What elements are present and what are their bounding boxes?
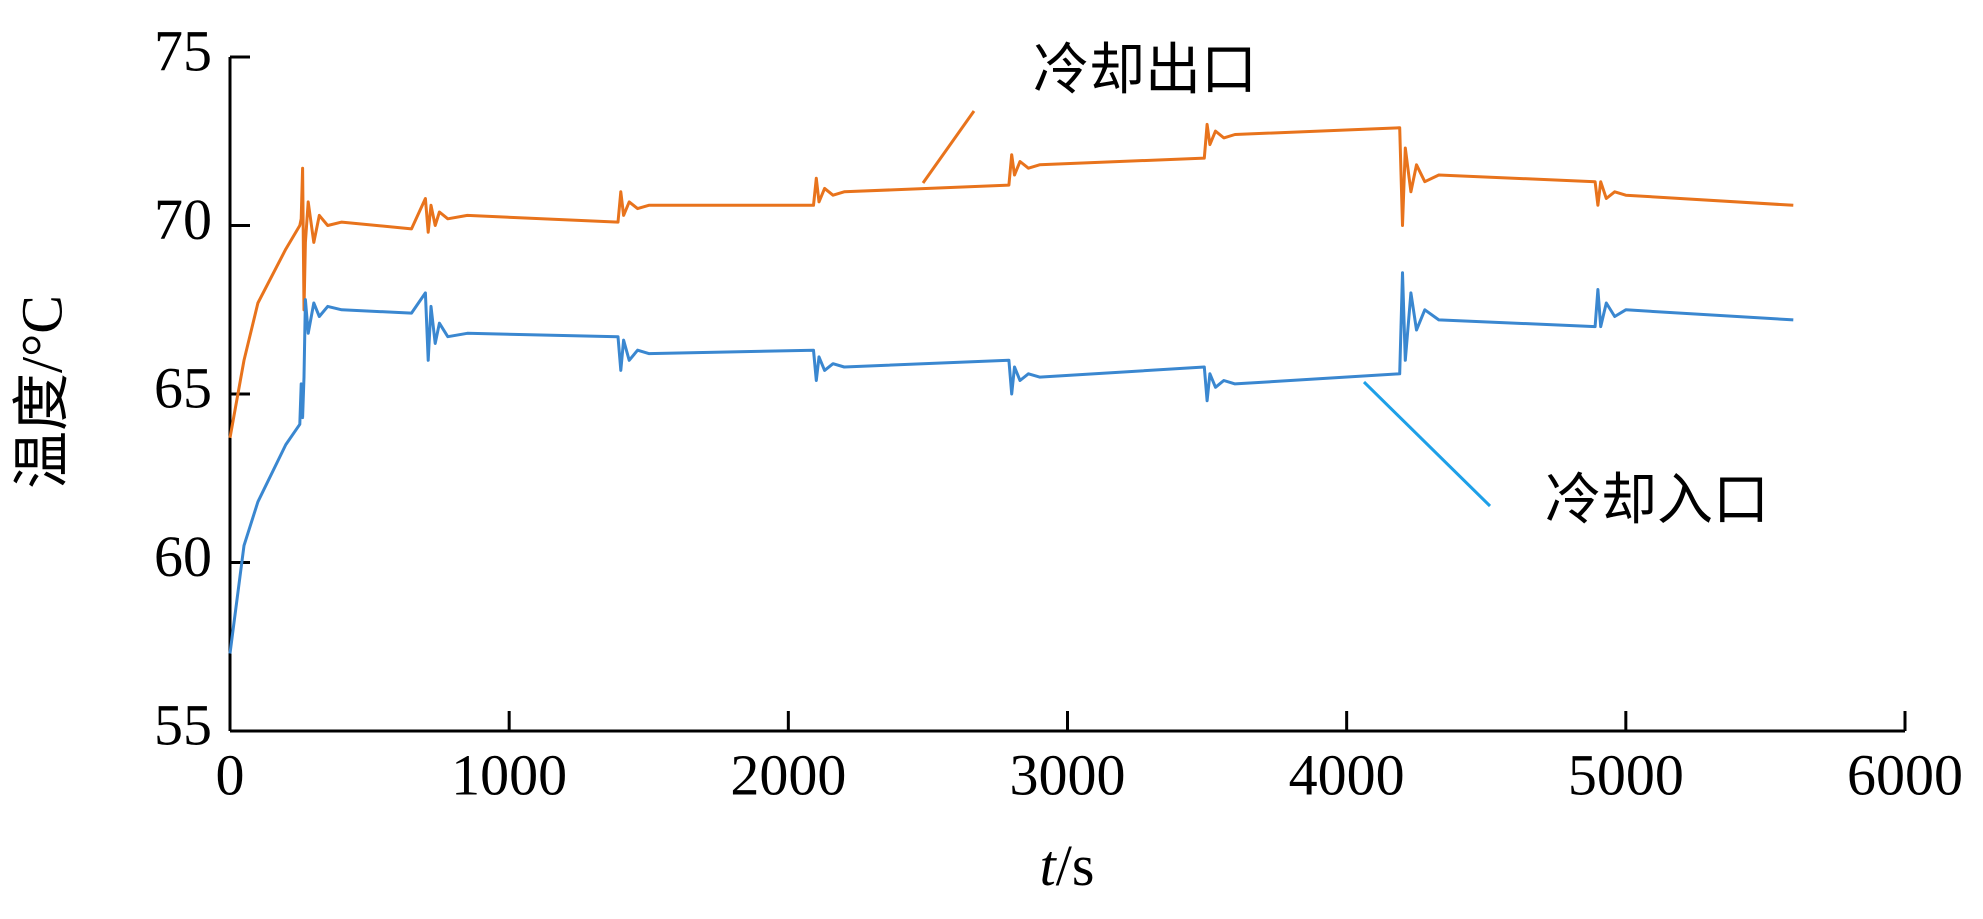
y-tick-label: 75 xyxy=(154,18,212,83)
series-label: 冷却入口 xyxy=(1545,470,1769,532)
x-tick-label: 0 xyxy=(216,742,245,807)
y-axis-title: 温度/°C xyxy=(9,295,74,489)
x-tick-label: 1000 xyxy=(451,742,567,807)
x-tick-label: 3000 xyxy=(1010,742,1126,807)
x-tick-label: 6000 xyxy=(1847,742,1963,807)
x-axis-title: t/s xyxy=(1040,833,1095,898)
leader-line xyxy=(1362,380,1492,508)
series-line xyxy=(228,271,1794,654)
y-tick-label: 60 xyxy=(154,524,212,589)
leader-line xyxy=(921,110,976,184)
x-tick-label: 5000 xyxy=(1568,742,1684,807)
y-tick-label: 55 xyxy=(154,692,212,757)
x-tick-label: 4000 xyxy=(1289,742,1405,807)
y-tick-label: 70 xyxy=(154,187,212,252)
series-label: 冷却出口 xyxy=(1033,40,1257,102)
y-tick-label: 65 xyxy=(154,355,212,420)
y-axis-title-group: 温度/°C xyxy=(9,295,74,489)
x-tick-label: 2000 xyxy=(730,742,846,807)
series-line xyxy=(228,122,1794,439)
